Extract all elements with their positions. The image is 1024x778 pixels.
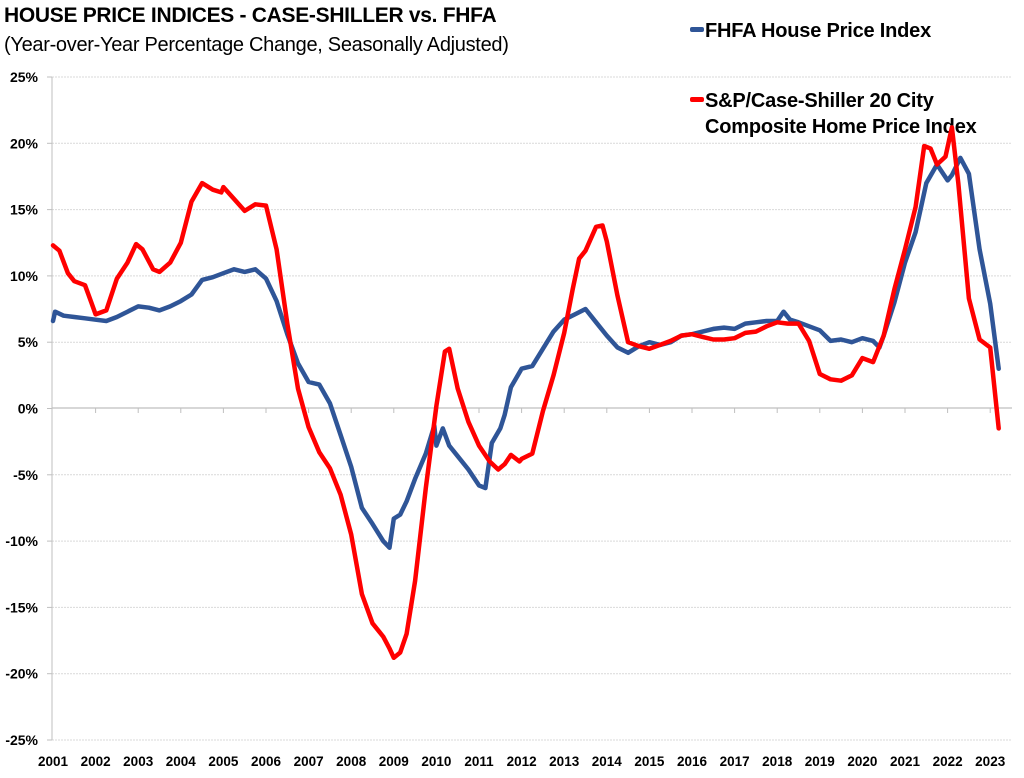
y-tick-label: -15% xyxy=(5,599,38,615)
x-tick-label: 2008 xyxy=(336,754,367,769)
y-tick-label: 20% xyxy=(10,135,39,151)
y-tick-label: -10% xyxy=(5,533,38,549)
x-tick-label: 2005 xyxy=(208,754,239,769)
y-tick-label: 25% xyxy=(10,69,39,85)
series-group xyxy=(50,125,1001,661)
x-tick-label: 2003 xyxy=(123,754,154,769)
legend-swatch-fhfa xyxy=(690,27,704,33)
x-tick-label: 2023 xyxy=(975,754,1006,769)
y-axis-labels: 25% 20% 15% 10% 5% 0% -5% -10% -15% -20% -25% xyxy=(5,69,38,748)
series-line-case-shiller xyxy=(50,125,1001,661)
y-tick-label: 15% xyxy=(10,202,39,218)
x-axis-labels: 2001 2002 2003 2004 2005 2006 2007 2008 2009 2010… xyxy=(38,754,1006,769)
x-tick-label: 2019 xyxy=(805,754,835,769)
y-tick-label: 0% xyxy=(18,401,39,417)
x-tick-label: 2014 xyxy=(592,754,623,769)
x-tick-label: 2007 xyxy=(294,754,324,769)
x-tick-label: 2004 xyxy=(166,754,197,769)
x-tick-label: 2017 xyxy=(720,754,750,769)
x-tick-label: 2009 xyxy=(379,754,409,769)
x-tick-label: 2018 xyxy=(762,754,793,769)
x-tick-label: 2002 xyxy=(81,754,111,769)
y-tick-label: -5% xyxy=(13,467,38,483)
x-tick-label: 2012 xyxy=(507,754,537,769)
x-tick-label: 2020 xyxy=(847,754,877,769)
legend-label-fhfa: FHFA House Price Index xyxy=(705,20,932,42)
x-tick-label: 2022 xyxy=(933,754,963,769)
legend-label-case-shiller-line1: S&P/Case-Shiller 20 City xyxy=(705,90,934,112)
y-tick-label: 10% xyxy=(10,268,39,284)
chart-subtitle: (Year-over-Year Percentage Change, Seaso… xyxy=(4,34,509,56)
axes xyxy=(47,76,1012,741)
x-tick-label: 2011 xyxy=(464,754,494,769)
x-tick-label: 2013 xyxy=(549,754,580,769)
x-tick-label: 2006 xyxy=(251,754,282,769)
legend-swatch-case-shiller xyxy=(690,97,704,103)
legend-item-fhfa: FHFA House Price Index xyxy=(690,18,931,44)
chart-title: HOUSE PRICE INDICES - CASE-SHILLER vs. F… xyxy=(4,4,497,27)
x-tick-label: 2021 xyxy=(890,754,921,769)
y-tick-label: 5% xyxy=(18,334,39,350)
x-tick-label: 2016 xyxy=(677,754,708,769)
y-tick-label: -20% xyxy=(5,666,38,682)
legend-item-case-shiller: S&P/Case-Shiller 20 City Composite Home … xyxy=(690,88,977,140)
series-line-fhfa xyxy=(50,155,1001,550)
y-tick-label: -25% xyxy=(5,732,38,748)
x-tick-label: 2010 xyxy=(421,754,451,769)
x-tick-label: 2001 xyxy=(38,754,69,769)
legend-label-case-shiller-line2: Composite Home Price Index xyxy=(705,116,977,138)
x-tick-label: 2015 xyxy=(634,754,665,769)
